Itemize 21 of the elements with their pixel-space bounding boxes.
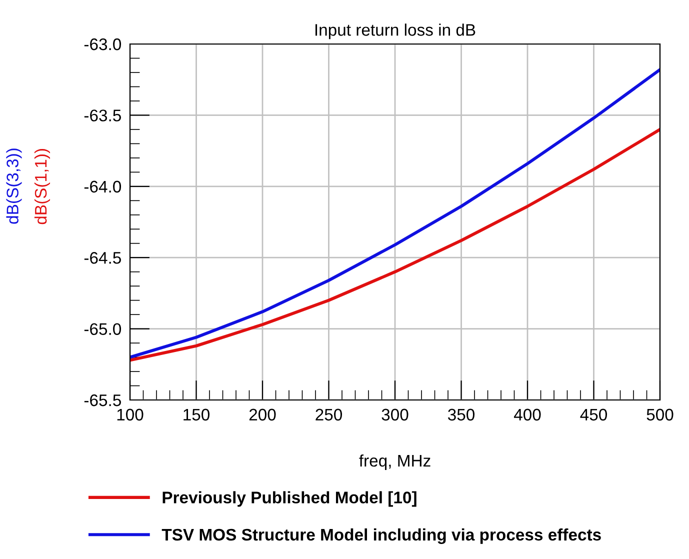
chart-title: Input return loss in dB xyxy=(315,24,476,40)
x-tick-label: 100 xyxy=(117,408,144,421)
x-tick-label: 350 xyxy=(448,408,475,421)
legend-label: Previously Published Model [10] xyxy=(162,491,416,507)
y-tick-label: -64.0 xyxy=(84,180,122,193)
legend-label: TSV MOS Structure Model including via process effects xyxy=(162,528,601,544)
x-tick-label: 250 xyxy=(316,408,342,421)
x-tick-label: 500 xyxy=(646,408,674,421)
x-axis-title: freq, MHz xyxy=(359,454,430,470)
y-axis-title: dB(S(1,1)) xyxy=(34,148,50,224)
x-tick-label: 450 xyxy=(580,408,608,421)
y-tick-label: -65.0 xyxy=(84,323,122,336)
y-tick-label: -65.5 xyxy=(84,394,121,406)
x-tick-label: 200 xyxy=(249,408,276,421)
text: dB(S(3,3)) xyxy=(6,148,22,224)
x-tick-label: 300 xyxy=(382,408,408,421)
y-tick-label: -64.5 xyxy=(84,252,121,264)
y-tick-label: -63.0 xyxy=(84,38,122,50)
x-tick-label: 150 xyxy=(184,408,210,421)
y-tick-label: -63.5 xyxy=(84,110,121,122)
x-tick-label: 400 xyxy=(514,408,541,421)
